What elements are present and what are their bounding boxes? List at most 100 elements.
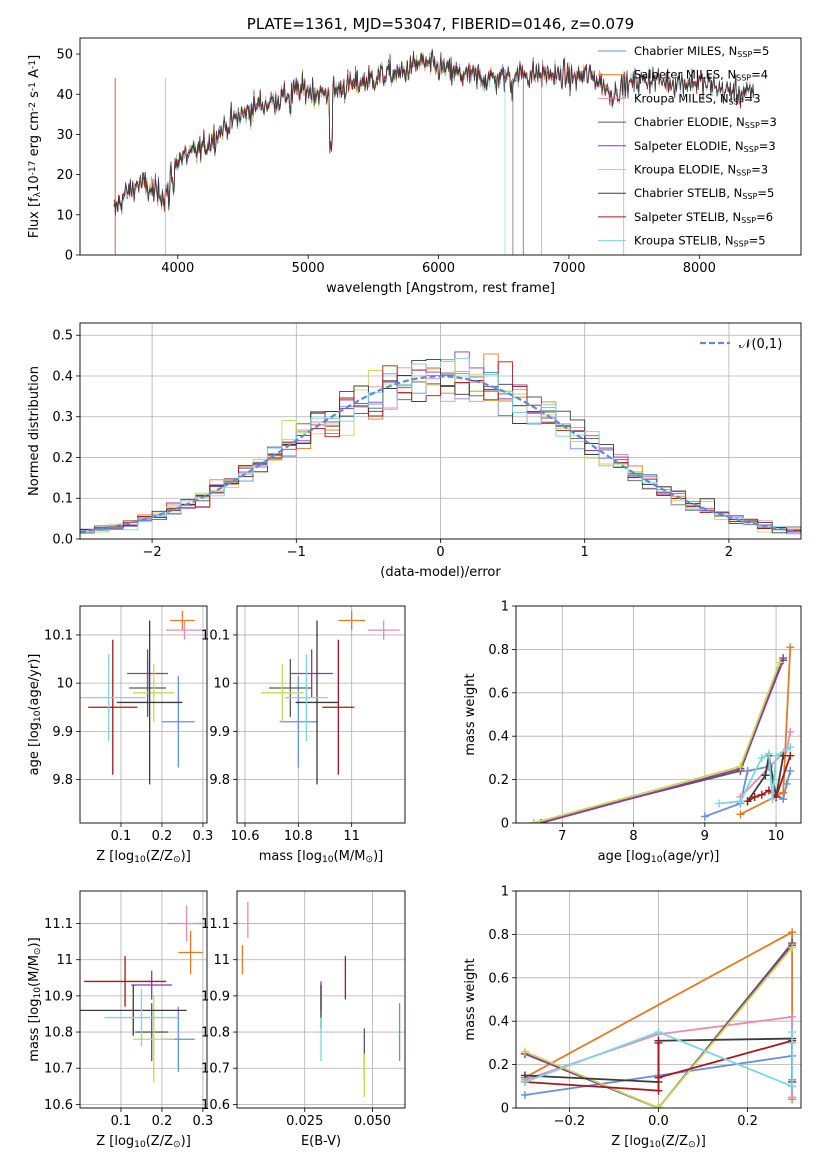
- y-tick-label: 0.5: [52, 329, 73, 344]
- plot-area-7: [520, 928, 797, 1108]
- plot-area-5: [80, 905, 205, 1083]
- weight-marker: [761, 771, 770, 780]
- error-bar-point-3: [269, 659, 312, 717]
- y-tick-label: 10: [56, 208, 73, 223]
- weight-marker: [736, 797, 745, 806]
- y-tick-label: 40: [56, 88, 73, 103]
- error-bar-point-0: [161, 675, 195, 768]
- x-tick-label: 10: [768, 829, 785, 844]
- weight-marker: [788, 928, 797, 937]
- y-tick-label: 0.6: [488, 971, 509, 986]
- weight-marker: [788, 943, 797, 952]
- y-tick-label: 10.6: [201, 1098, 230, 1113]
- y-tick-label: 0.1: [52, 492, 73, 507]
- weight-marker: [654, 1028, 663, 1037]
- chart-1: 𝒩(0,1) −2 −1 0 1 2 0.0 0.1 0.2 0.3 0.4 0.5 (data-mod…: [27, 322, 802, 580]
- weight-marker: [772, 751, 781, 760]
- error-bar-point-6: [80, 985, 187, 1036]
- x-axis-label: age [log10(age/yr)]: [598, 849, 720, 865]
- y-tick-label: 11.1: [44, 917, 73, 932]
- legend-label: Salpeter ELODIE, NSSP=3: [634, 139, 776, 154]
- y-tick-label: 10: [56, 677, 73, 692]
- x-tick-label: 2: [725, 545, 733, 560]
- weight-marker: [788, 1082, 797, 1091]
- error-bar-point-1: [338, 610, 365, 631]
- plot-area-4: [529, 643, 795, 823]
- weight-marker: [775, 658, 784, 667]
- weight-marker: [750, 792, 759, 801]
- weight-marker: [786, 727, 795, 736]
- legend-label: 𝒩(0,1): [739, 337, 782, 352]
- weight-marker: [764, 749, 773, 758]
- weight-marker: [654, 1073, 663, 1082]
- chart-0: Chabrier MILES, NSSP=5 Salpeter MILES, NS…: [27, 15, 802, 296]
- x-tick-label: 0.0: [648, 1114, 669, 1129]
- x-axis-label: mass [log10(M/M⊙)]: [259, 849, 383, 865]
- error-bar-point-6: [116, 620, 183, 785]
- weight-marker: [700, 812, 709, 821]
- weight-marker: [520, 1090, 529, 1099]
- y-tick-label: 1: [501, 885, 509, 900]
- weight-line-7: [747, 755, 792, 803]
- x-tick-label: 8000: [683, 261, 716, 276]
- error-bar-point-6: [295, 620, 339, 785]
- weight-marker: [786, 743, 795, 752]
- axes-frame: [515, 605, 802, 824]
- y-tick-label: 0: [501, 1102, 509, 1117]
- error-bar-point-3: [135, 1003, 169, 1061]
- x-tick-label: 10.6: [231, 829, 260, 844]
- y-axis-label: age [log10(age/yr)]: [27, 654, 43, 776]
- chart-7: −0.2 0.0 0.2 0 0.2 0.4 0.6 0.8 1 Z [log10(Z/Z⊙)] m…: [463, 885, 802, 1150]
- x-tick-label: 9: [701, 829, 709, 844]
- y-tick-label: 50: [56, 48, 73, 63]
- y-tick-label: 11.1: [201, 917, 230, 932]
- plot-area-3: [261, 610, 400, 785]
- weight-marker: [788, 1012, 797, 1021]
- weight-marker: [757, 753, 766, 762]
- y-tick-label: 10.7: [201, 1062, 230, 1077]
- legend-label: Chabrier ELODIE, NSSP=3: [634, 115, 777, 130]
- x-tick-label: 0.1: [111, 829, 132, 844]
- plot-area-1: [80, 351, 801, 535]
- weight-marker: [520, 1077, 529, 1086]
- x-tick-label: −0.2: [554, 1114, 586, 1129]
- weight-marker: [654, 1086, 663, 1095]
- weight-marker: [654, 1038, 663, 1047]
- y-tick-label: 10.6: [44, 1098, 73, 1113]
- legend-label: Chabrier MILES, NSSP=5: [634, 44, 769, 59]
- x-tick-label: 5000: [292, 261, 325, 276]
- y-tick-label: 0.3: [52, 410, 73, 425]
- weight-marker: [743, 797, 752, 806]
- weight-marker: [779, 788, 788, 797]
- x-tick-label: 8: [629, 829, 637, 844]
- y-axis-label: Flux [fλ10-17 erg cm-2 s-1 A-1]: [27, 55, 43, 238]
- chart-2: 0.1 0.2 0.3 9.8 9.9 10 10.1 Z [log10(Z/Z⊙)] age …: [27, 605, 214, 865]
- residual-histogram-7: [80, 361, 801, 531]
- weight-marker: [757, 790, 766, 799]
- axes-frame: [79, 890, 208, 1109]
- error-bar-point-7: [88, 639, 138, 775]
- y-axis-label: mass weight: [463, 958, 478, 1040]
- error-bar-point-8: [80, 654, 146, 742]
- x-axis-label: Z [log10(Z/Z⊙)]: [96, 1134, 191, 1150]
- spectrum-series-3: [113, 50, 543, 215]
- y-tick-label: 9.8: [209, 773, 230, 788]
- plot-area-0: [113, 48, 755, 255]
- y-tick-label: 0.8: [488, 928, 509, 943]
- weight-marker: [736, 810, 745, 819]
- x-tick-label: 0.1: [111, 1114, 132, 1129]
- weight-marker: [736, 762, 745, 771]
- x-tick-label: 7: [558, 829, 566, 844]
- axes-frame: [236, 890, 406, 1109]
- weight-marker: [788, 1038, 797, 1047]
- x-tick-label: 1: [581, 545, 589, 560]
- y-tick-label: 30: [56, 128, 73, 143]
- spectrum-series-6: [113, 50, 755, 216]
- y-tick-label: 0.2: [488, 773, 509, 788]
- y-tick-label: 0.4: [488, 730, 509, 745]
- weight-line-4: [540, 659, 785, 823]
- y-tick-label: 0: [65, 249, 73, 264]
- y-axis-label: mass weight: [463, 673, 478, 755]
- weight-marker: [743, 766, 752, 775]
- x-tick-label: 0.3: [193, 829, 214, 844]
